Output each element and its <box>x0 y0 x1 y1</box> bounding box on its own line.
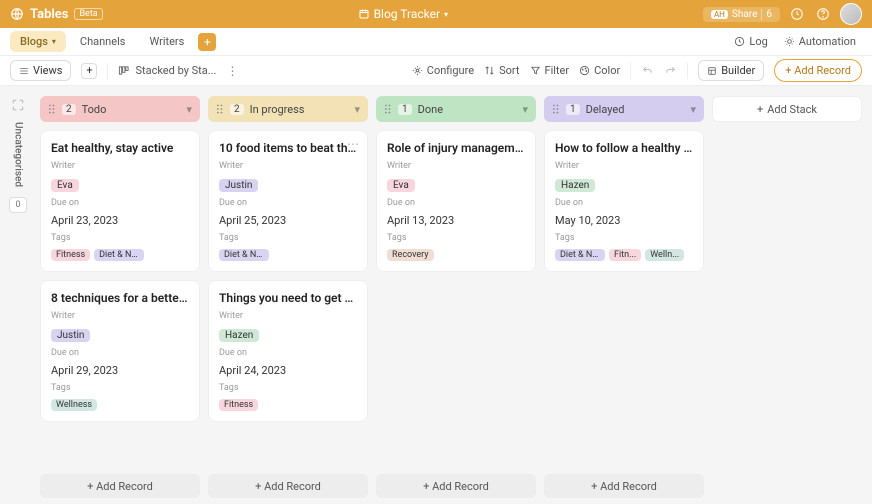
tab-writers[interactable]: Writers <box>139 31 194 52</box>
due-date: April 25, 2023 <box>219 214 357 227</box>
tab-blogs[interactable]: Blogs▾ <box>10 31 66 52</box>
board: Uncategorised 0 2Todo▾ Eat healthy, stay … <box>0 86 872 504</box>
rail: Uncategorised 0 <box>0 86 36 504</box>
tags: Wellness <box>51 399 189 411</box>
writer-chip: Justin <box>219 179 258 192</box>
app-icon <box>10 7 24 21</box>
add-record-column[interactable]: + Add Record <box>376 474 536 498</box>
due-date: April 29, 2023 <box>51 364 189 377</box>
workspace-title[interactable]: Blog Tracker <box>374 7 440 21</box>
sort-button[interactable]: Sort <box>484 64 519 77</box>
column-header[interactable]: 1Delayed▾ <box>544 96 704 122</box>
more-icon[interactable]: ⋮ <box>226 64 238 78</box>
add-record-column[interactable]: + Add Record <box>40 474 200 498</box>
card[interactable]: Things you need to get st...WriterHazenD… <box>208 280 368 422</box>
card[interactable]: 8 techniques for a better ...WriterJusti… <box>40 280 200 422</box>
tab-channels[interactable]: Channels <box>70 31 136 52</box>
avatar[interactable] <box>840 3 862 25</box>
due-date: May 10, 2023 <box>555 214 693 227</box>
filter-button[interactable]: Filter <box>530 64 570 77</box>
column-header[interactable]: 1Done▾ <box>376 96 536 122</box>
column-header[interactable]: 2In progress▾ <box>208 96 368 122</box>
configure-button[interactable]: Configure <box>412 64 474 77</box>
card-title: 8 techniques for a better ... <box>51 291 189 305</box>
expand-icon[interactable] <box>11 98 25 112</box>
tags: Diet & Nutri...Fitn...Welln... <box>555 249 693 261</box>
automation-button[interactable]: Automation <box>778 35 862 48</box>
add-record-column[interactable]: + Add Record <box>208 474 368 498</box>
column-delayed: 1Delayed▾ How to follow a healthy lif...W… <box>544 96 704 498</box>
color-button[interactable]: Color <box>579 64 620 77</box>
card-title: 10 food items to beat the ... <box>219 141 357 155</box>
writer-chip: Eva <box>51 179 79 192</box>
share-initials: AH <box>711 10 728 19</box>
card-title: How to follow a healthy lif... <box>555 141 693 155</box>
due-date: April 13, 2023 <box>387 214 525 227</box>
views-button[interactable]: Views <box>10 60 71 81</box>
add-tab-button[interactable]: + <box>198 33 216 51</box>
writer-chip: Hazen <box>555 179 595 192</box>
tags: Recovery <box>387 249 525 261</box>
due-date: April 23, 2023 <box>51 214 189 227</box>
writer-chip: Eva <box>387 179 415 192</box>
column-todo: 2Todo▾ Eat healthy, stay activeWriterEvaD… <box>40 96 200 498</box>
log-button[interactable]: Log <box>728 35 773 48</box>
undo-icon[interactable] <box>641 64 654 77</box>
builder-button[interactable]: Builder <box>698 60 764 81</box>
topbar: Tables Beta Blog Tracker ▾ AH Share 6 <box>0 0 872 28</box>
add-view-button[interactable]: + <box>81 63 97 79</box>
beta-badge: Beta <box>74 8 102 20</box>
add-stack-button[interactable]: +Add Stack <box>712 96 862 122</box>
chevron-down-icon[interactable]: ▾ <box>444 10 448 19</box>
tags: Diet & Nutrition <box>219 249 357 261</box>
rail-count: 0 <box>9 197 27 213</box>
tags: FitnessDiet & Nutrition <box>51 249 189 261</box>
card-title: Role of injury managemen... <box>387 141 525 155</box>
workspace-icon <box>358 8 370 20</box>
card[interactable]: ⋯10 food items to beat the ...WriterJust… <box>208 130 368 272</box>
column-done: 1Done▾ Role of injury managemen...WriterE… <box>376 96 536 498</box>
column-inprogress: 2In progress▾ ⋯10 food items to beat the … <box>208 96 368 498</box>
stacked-by[interactable]: Stacked by Sta... <box>118 64 216 77</box>
writer-chip: Justin <box>51 329 90 342</box>
card-title: Things you need to get st... <box>219 291 357 305</box>
app-name: Tables <box>30 7 68 22</box>
column-header[interactable]: 2Todo▾ <box>40 96 200 122</box>
add-record-button[interactable]: + Add Record <box>774 59 862 82</box>
tabbar: Blogs▾ChannelsWriters + Log Automation <box>0 28 872 56</box>
add-record-column[interactable]: + Add Record <box>544 474 704 498</box>
share-button[interactable]: AH Share 6 <box>703 7 780 22</box>
card[interactable]: How to follow a healthy lif...WriterHaze… <box>544 130 704 272</box>
more-icon[interactable]: ⋯ <box>347 137 359 151</box>
toolbar: Views + Stacked by Sta... ⋮ Configure So… <box>0 56 872 86</box>
help-icon[interactable] <box>814 5 832 23</box>
card[interactable]: Role of injury managemen...WriterEvaDue … <box>376 130 536 272</box>
rail-label: Uncategorised <box>13 122 24 187</box>
redo-icon[interactable] <box>664 64 677 77</box>
tags: Fitness <box>219 399 357 411</box>
writer-chip: Hazen <box>219 329 259 342</box>
due-date: April 24, 2023 <box>219 364 357 377</box>
card-title: Eat healthy, stay active <box>51 141 189 155</box>
card[interactable]: Eat healthy, stay activeWriterEvaDue onA… <box>40 130 200 272</box>
clock-icon[interactable] <box>788 5 806 23</box>
